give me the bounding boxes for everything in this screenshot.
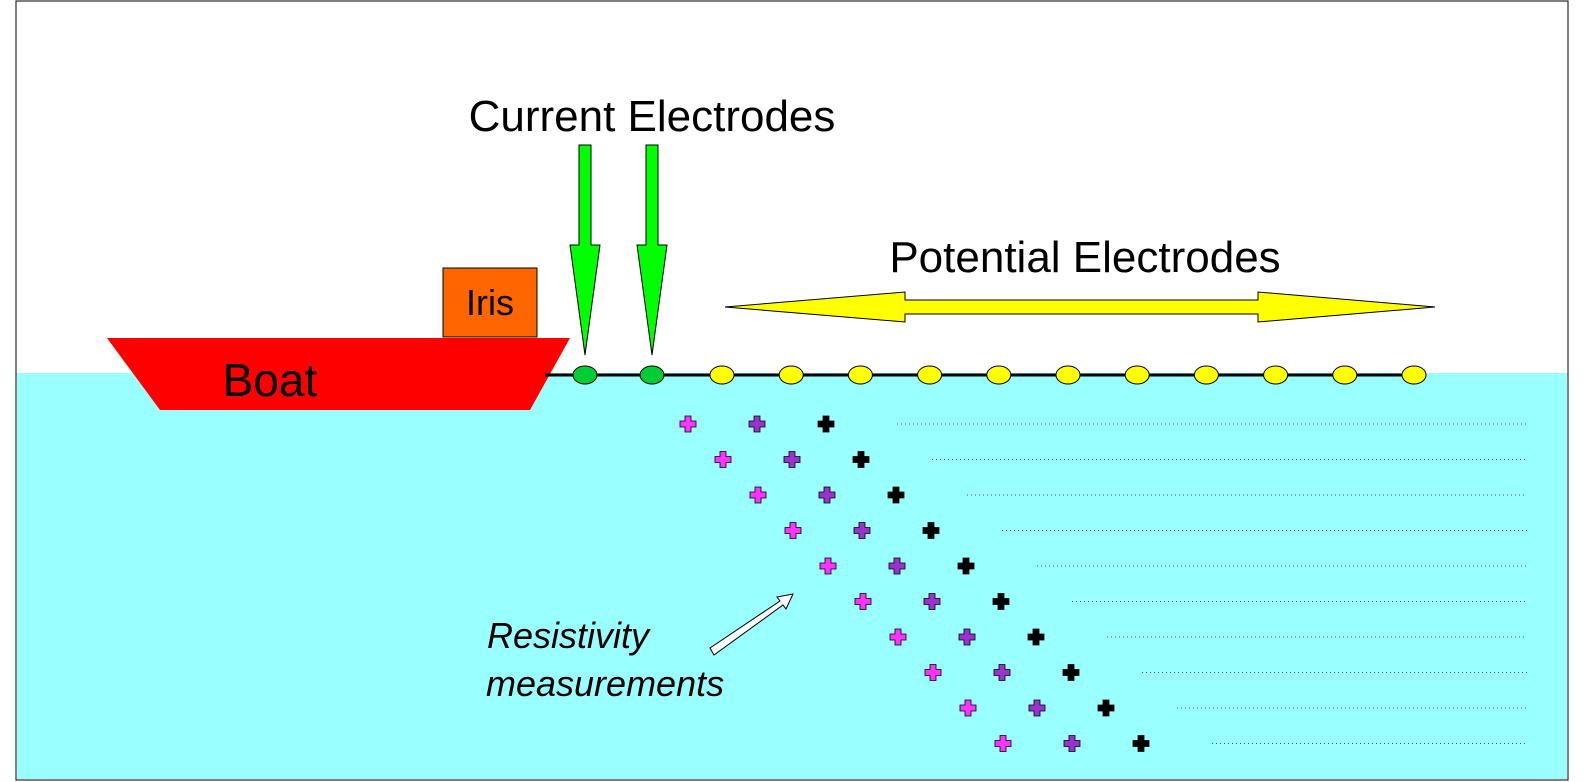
current-electrode bbox=[573, 366, 597, 384]
potential-electrode bbox=[1194, 366, 1218, 384]
boat-label: Boat bbox=[223, 354, 318, 406]
potential-electrode bbox=[848, 366, 872, 384]
potential-electrode bbox=[710, 366, 734, 384]
boat bbox=[107, 338, 570, 410]
potential-electrode bbox=[987, 366, 1011, 384]
potential-electrode bbox=[1333, 366, 1357, 384]
current-electrode bbox=[640, 366, 664, 384]
potential-electrode bbox=[779, 366, 803, 384]
diagram: Boat Iris Current Electrodes Potential E… bbox=[0, 0, 1584, 782]
potential-electrode bbox=[918, 366, 942, 384]
potential-electrode bbox=[1264, 366, 1288, 384]
iris-label: Iris bbox=[466, 282, 514, 323]
current-label: Current Electrodes bbox=[469, 92, 836, 141]
water bbox=[17, 373, 1567, 779]
potential-electrode bbox=[1402, 366, 1426, 384]
potential-label: Potential Electrodes bbox=[889, 233, 1280, 282]
potential-electrode bbox=[1125, 366, 1149, 384]
resistivity-label: measurements bbox=[486, 663, 724, 704]
potential-electrode bbox=[1056, 366, 1080, 384]
resistivity-label: Resistivity bbox=[487, 615, 651, 656]
